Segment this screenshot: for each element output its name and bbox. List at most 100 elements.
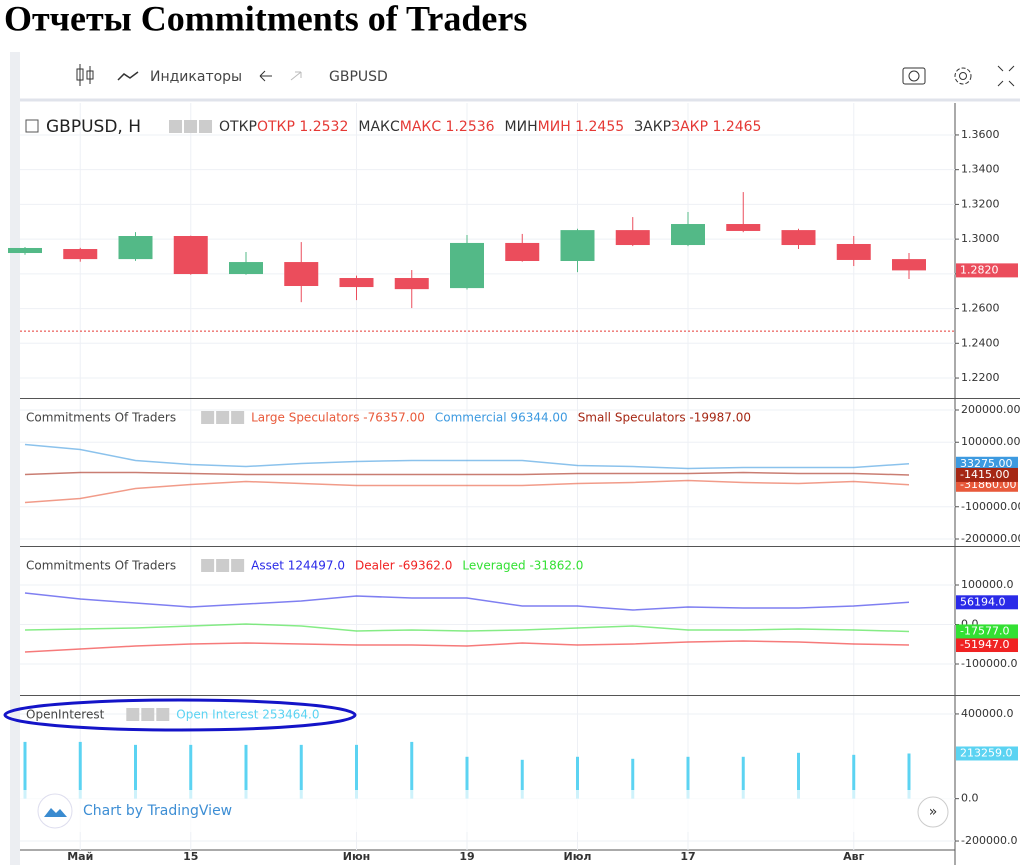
candle-body — [8, 247, 42, 254]
x-tick-label: Июн — [343, 850, 371, 863]
price-tag-label: 213259.0 — [960, 746, 1013, 759]
settings[interactable] — [954, 67, 972, 85]
pane-name: Commitments Of Traders — [26, 411, 176, 425]
pane-icon — [156, 708, 170, 721]
scroll-arrow: » — [929, 804, 938, 820]
redo[interactable] — [290, 71, 302, 81]
branding[interactable]: Chart by TradingView — [83, 803, 232, 819]
scroll-button[interactable] — [917, 796, 949, 828]
candle-body — [339, 278, 374, 288]
bar — [797, 752, 800, 799]
panes: Май 15 Июн 19 Июл 17 Авг 1.2200 1.2400 1.2600 1.28… — [8, 103, 1020, 863]
pane-icon — [184, 120, 198, 133]
bar — [907, 753, 911, 799]
series-line — [24, 443, 910, 470]
price-tag-label: 1.2820 — [960, 263, 999, 276]
y-tick-label: -100000.00 — [961, 500, 1020, 513]
candle-body — [615, 230, 650, 246]
series-line — [24, 640, 910, 653]
legend-entry: Commercial 96344.00 — [435, 411, 568, 425]
pane-name: Commitments Of Traders — [26, 559, 176, 573]
legend-entry: Dealer -69362.0 — [355, 559, 452, 573]
ohlc-label: ОТКР — [219, 119, 257, 135]
legend-entry: Large Speculators -76357.00 — [251, 411, 425, 425]
bar — [520, 759, 524, 799]
candle-body — [173, 236, 208, 275]
y-tick-label: 1.3400 — [961, 163, 1000, 176]
logo — [37, 793, 73, 829]
price-tag-label: -17577.0 — [960, 624, 1009, 637]
bar — [852, 754, 856, 799]
price-tag-label: -1415.00 — [960, 468, 1009, 481]
ohlc-label: ОТКР 1.2532 — [257, 119, 348, 135]
price-tag-label: 56194.0 — [960, 595, 1006, 608]
snapshot[interactable] — [902, 67, 926, 85]
logo-mark — [44, 808, 67, 817]
legend-entry: Asset 124497.0 — [251, 559, 345, 573]
candle-body — [892, 259, 926, 271]
pane-icon — [199, 120, 213, 133]
price-tag — [956, 638, 1018, 653]
x-tick-label: 15 — [183, 850, 198, 863]
price-tag — [956, 624, 1018, 639]
ohlc-label: МАКС 1.2536 — [400, 119, 495, 135]
ohlc-label: ЗАКР — [634, 119, 671, 135]
candle-body — [726, 224, 761, 231]
y-tick-label: 200000.00 — [961, 403, 1020, 416]
indicator-icon[interactable] — [117, 71, 139, 81]
legend-toggle — [25, 119, 39, 133]
price-tag-label: 33275.00 — [960, 457, 1013, 470]
candle-body — [229, 262, 263, 275]
candle-body — [560, 230, 595, 262]
pane-icon — [216, 411, 230, 424]
y-tick-label: 0.0 — [961, 792, 979, 805]
bar — [23, 741, 27, 799]
bar — [299, 744, 303, 799]
series-line — [24, 592, 910, 611]
price-tag — [956, 456, 1018, 471]
x-tick-label: Май — [67, 850, 93, 863]
indicators-button[interactable]: Индикаторы — [150, 69, 242, 85]
bar — [741, 756, 745, 799]
legend-entry: Leveraged -31862.0 — [462, 559, 583, 573]
candle-body — [118, 236, 153, 260]
y-tick-label: -200000.0 — [961, 834, 1017, 847]
bar — [465, 756, 469, 799]
price-tag — [956, 746, 1018, 761]
candle-body — [781, 230, 816, 246]
pane-icon — [231, 411, 245, 424]
candle-body — [284, 262, 319, 287]
toolbar: Индикаторы GBPUSD — [76, 64, 1015, 87]
candle-body — [394, 278, 429, 290]
candle-body — [671, 224, 705, 246]
undo[interactable] — [259, 70, 272, 82]
candle-body — [836, 243, 871, 260]
bar — [355, 744, 358, 799]
legend-entry: Small Speculators -19987.00 — [578, 411, 751, 425]
legend-entry: Open Interest 253464.0 — [176, 708, 319, 722]
candle-body — [450, 242, 484, 289]
bar — [410, 741, 414, 799]
highlight-ellipse — [3, 698, 357, 732]
fullscreen[interactable] — [997, 65, 1015, 87]
bar — [78, 741, 82, 799]
candle-icon[interactable] — [76, 64, 94, 86]
bar — [244, 744, 248, 799]
x-tick-label: Авг — [843, 850, 864, 863]
symbol-button[interactable]: GBPUSD — [329, 69, 388, 85]
bar — [576, 756, 579, 799]
candle-body — [63, 249, 98, 260]
pane-icon — [141, 708, 155, 721]
y-tick-label: -100000.0 — [961, 657, 1017, 670]
price-tag — [956, 595, 1018, 610]
pane-icon — [169, 120, 183, 133]
y-tick-label: 100000.0 — [961, 578, 1014, 591]
bar — [686, 756, 690, 799]
ohlc-label: МАКС — [358, 119, 400, 135]
pane-icon — [201, 411, 215, 424]
series-line — [24, 623, 910, 633]
price-tag — [956, 467, 1018, 482]
x-tick-label: 19 — [459, 850, 474, 863]
